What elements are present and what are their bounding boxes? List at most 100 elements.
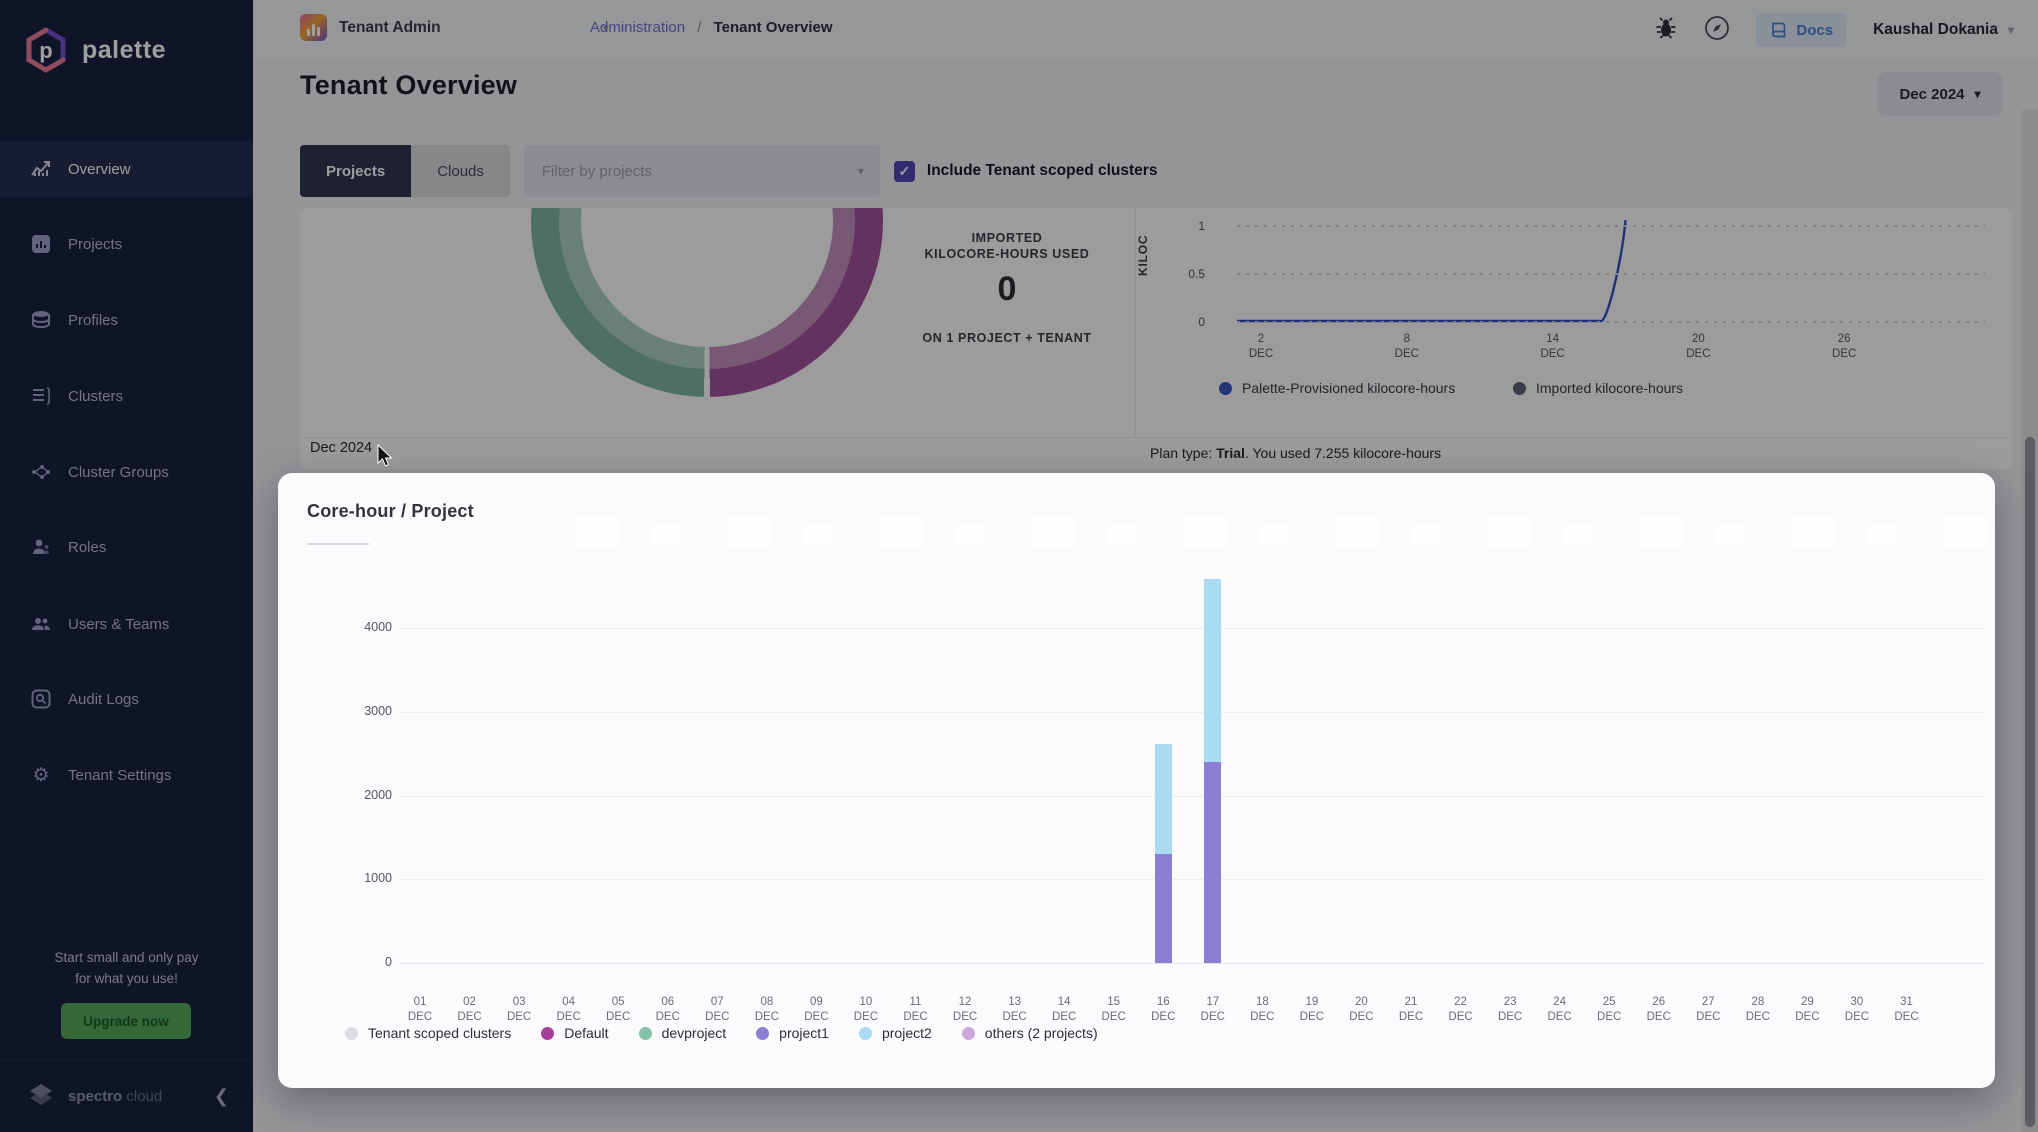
core-hour-project-card: Core-hour / Project Tenant scoped cluste… (278, 473, 1995, 1088)
gridline (1237, 321, 1985, 323)
render-artifact (1487, 518, 1531, 546)
sidebar-item-tenant-settings[interactable]: ⚙ Tenant Settings (0, 747, 253, 803)
usage-period-label: Dec 2024 (310, 440, 373, 456)
scrollbar-thumb[interactable] (2025, 437, 2035, 1127)
legend-item-palette-provisioned[interactable]: Palette-Provisioned kilocore-hours (1219, 380, 1455, 396)
upgrade-now-button[interactable]: Upgrade now (61, 1003, 191, 1039)
gridline (400, 711, 1985, 713)
y-axis-tick: 1 (1198, 219, 1205, 233)
user-menu[interactable]: Kaushal Dokania ▾ (1873, 21, 2014, 39)
sidebar-footer: spectro cloud ❮ (0, 1059, 253, 1132)
mouse-cursor (376, 443, 398, 473)
legend-item-Tenant-scoped-clusters[interactable]: Tenant scoped clusters (345, 1025, 511, 1041)
kilocore-y-axis-label: KILOC (1136, 234, 1150, 276)
render-artifact (1031, 518, 1075, 546)
explore-compass-icon[interactable] (1704, 15, 1730, 46)
render-artifact (727, 518, 771, 546)
sidebar-item-profiles[interactable]: Profiles (0, 292, 253, 348)
bar-segment-project2-17dec[interactable] (1204, 579, 1222, 762)
gridline (400, 795, 1985, 797)
render-artifact (1411, 525, 1441, 545)
include-tenant-scoped-checkbox-row[interactable]: ✓ Include Tenant scoped clusters (893, 160, 1157, 182)
sidebar-item-label: Overview (68, 160, 131, 178)
y-axis-tick: 0 (1198, 315, 1205, 329)
sidebar-item-label: Cluster Groups (68, 463, 169, 481)
sidebar-item-projects[interactable]: Projects (0, 216, 253, 272)
chevron-down-icon: ▾ (602, 20, 609, 35)
filter-input[interactable] (539, 161, 858, 181)
tab-projects[interactable]: Projects (300, 145, 412, 197)
sidebar-item-audit-logs[interactable]: Audit Logs (0, 671, 253, 727)
y-axis-tick: 1000 (364, 871, 392, 886)
donut-clipped-total: 7.255 (857, 208, 1157, 216)
render-artifact (1183, 518, 1227, 546)
bar-segment-project1-16dec[interactable] (1154, 854, 1172, 963)
x-axis-label: 06 DEC (655, 996, 680, 1023)
breadcrumb: Administration / Tenant Overview (590, 19, 833, 36)
render-artifact (955, 525, 985, 545)
chevron-down-icon: ▾ (1974, 87, 1981, 101)
sidebar-item-users-teams[interactable]: Users & Teams (0, 596, 253, 652)
collapse-sidebar-icon[interactable]: ❮ (213, 1085, 229, 1106)
user-name: Kaushal Dokania (1873, 21, 1998, 38)
x-axis-label: 20 DEC (1349, 996, 1374, 1023)
logo-wordmark: palette (82, 35, 167, 64)
period-selector-button[interactable]: Dec 2024 ▾ (1878, 72, 2002, 116)
x-axis-label: 09 DEC (804, 996, 829, 1023)
gridline (1237, 225, 1985, 227)
x-axis-label: 15 DEC (1101, 996, 1126, 1023)
page-title: Tenant Overview (300, 70, 518, 100)
svg-text:p: p (39, 38, 52, 63)
bar-segment-project2-16dec[interactable] (1154, 743, 1172, 855)
bug-report-icon[interactable] (1654, 16, 1678, 45)
x-axis-label: 10 DEC (853, 996, 879, 1023)
sidebar-item-label: Tenant Settings (68, 766, 172, 784)
x-axis-label: 12 DEC (952, 996, 978, 1023)
x-axis-label: 27 DEC (1696, 996, 1721, 1023)
bar-segment-project1-17dec[interactable] (1204, 762, 1222, 963)
sidebar-item-clusters[interactable]: Clusters (0, 368, 253, 424)
filter-by-projects-select[interactable]: ▾ (523, 145, 880, 197)
tab-clouds[interactable]: Clouds (411, 145, 510, 197)
users-teams-icon (30, 613, 52, 635)
y-axis-tick: 4000 (364, 620, 392, 634)
render-artifact (1335, 518, 1379, 546)
x-axis-label: 14 DEC (1540, 333, 1565, 360)
legend-dot (756, 1026, 770, 1040)
tenant-selector-label: Tenant Admin (339, 18, 441, 36)
legend-item-project2[interactable]: project2 (858, 1025, 932, 1041)
x-axis-label: 04 DEC (556, 996, 581, 1023)
upgrade-promo-text: Start small and only pay for what you us… (54, 950, 199, 986)
tenant-selector[interactable]: Tenant Admin ▾ (300, 14, 609, 41)
render-artifact (1791, 518, 1835, 546)
breadcrumb-administration[interactable]: Administration (590, 19, 686, 36)
render-artifact (575, 518, 619, 546)
legend-item-others-2-projects-[interactable]: others (2 projects) (961, 1025, 1098, 1041)
legend-dot (1219, 381, 1232, 395)
sidebar: p palette Overview Projects Profiles (0, 0, 253, 1132)
sidebar-item-overview[interactable]: Overview (0, 141, 253, 197)
sidebar-item-roles[interactable]: Roles (0, 519, 253, 575)
x-axis-label: 14 DEC (1052, 996, 1077, 1023)
render-artifact (1715, 525, 1745, 545)
legend-item-imported[interactable]: Imported kilocore-hours (1513, 380, 1683, 396)
usage-summary-card: 7.255 IMPORTED KILOCORE-HOURS USED 0 ON … (300, 208, 2012, 470)
render-artifact (1107, 525, 1137, 545)
vertical-scrollbar[interactable] (2022, 110, 2038, 1132)
sidebar-item-cluster-groups[interactable]: Cluster Groups (0, 444, 253, 500)
palette-logo[interactable]: p palette (22, 26, 166, 74)
x-axis-label: 26 DEC (1646, 996, 1671, 1023)
docs-button[interactable]: Docs (1756, 13, 1848, 47)
legend-item-project1[interactable]: project1 (756, 1025, 829, 1041)
x-axis-label: 01 DEC (407, 996, 433, 1023)
x-axis-label: 07 DEC (705, 996, 730, 1023)
legend-item-Default[interactable]: Default (541, 1025, 609, 1041)
kilocore-line-series (1237, 220, 1627, 323)
y-axis-tick: 3000 (364, 703, 392, 718)
book-icon (1772, 22, 1786, 38)
legend-dot (638, 1026, 652, 1040)
gridline (400, 963, 1985, 964)
checkbox-checked-icon[interactable]: ✓ (893, 160, 915, 182)
legend-item-devproject[interactable]: devproject (638, 1025, 726, 1041)
